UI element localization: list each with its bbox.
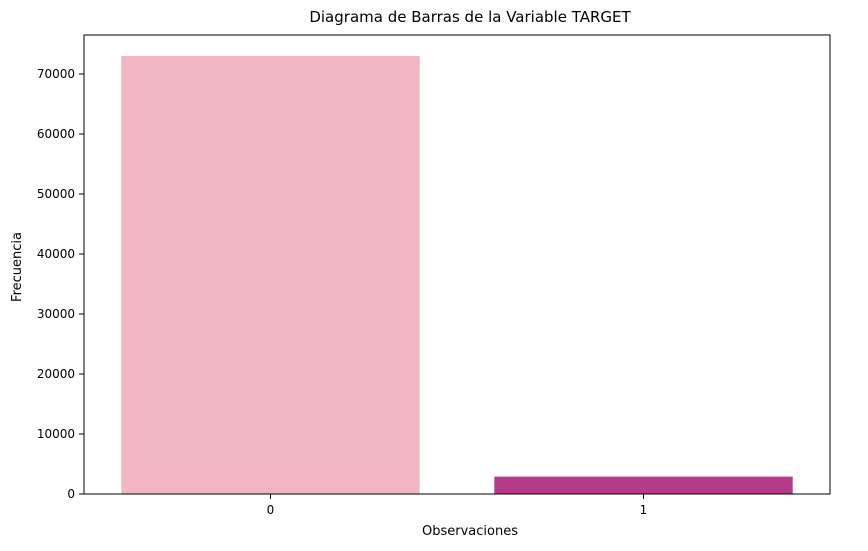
y-tick-label-60000: 60000 <box>37 127 75 141</box>
y-tick-label-10000: 10000 <box>37 427 75 441</box>
chart-title: Diagrama de Barras de la Variable TARGET <box>309 8 631 26</box>
y-tick-label-50000: 50000 <box>37 187 75 201</box>
bar-0 <box>121 56 420 494</box>
x-axis-label: Observaciones <box>422 524 518 539</box>
y-axis-label: Frecuencia <box>10 232 25 302</box>
axes-frame <box>83 34 831 495</box>
bar-1 <box>494 476 793 494</box>
x-tick-label-0: 0 <box>267 503 275 517</box>
y-tick-label-70000: 70000 <box>37 67 75 81</box>
y-tick-label-40000: 40000 <box>37 247 75 261</box>
y-tick-label-20000: 20000 <box>37 367 75 381</box>
y-tick-label-0: 0 <box>67 487 75 501</box>
plot-area: 0 1 0 10000 20000 30000 40000 50000 60000 70000 <box>37 34 831 517</box>
y-tick-label-30000: 30000 <box>37 307 75 321</box>
x-tick-label-1: 1 <box>640 503 648 517</box>
